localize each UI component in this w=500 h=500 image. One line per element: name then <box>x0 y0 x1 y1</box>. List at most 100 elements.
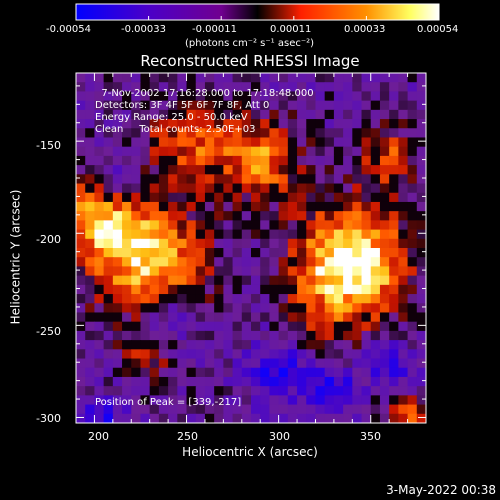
heatmap-cell <box>76 100 86 111</box>
heatmap-cell <box>122 367 132 378</box>
heatmap-cell <box>85 100 96 111</box>
heatmap-cell <box>260 238 271 249</box>
heatmap-cell <box>140 73 151 83</box>
heatmap-cell <box>333 367 344 378</box>
heatmap-cell <box>343 128 353 139</box>
heatmap-cell <box>287 155 298 166</box>
heatmap-cell <box>306 109 317 120</box>
heatmap-cell <box>370 73 381 83</box>
heatmap-cell <box>177 165 188 175</box>
heatmap-cell <box>122 238 132 249</box>
heatmap-cell <box>204 395 215 406</box>
heatmap-cell <box>76 201 86 212</box>
heatmap-cell <box>204 119 215 129</box>
heatmap-cell <box>398 119 409 129</box>
heatmap-cell <box>85 192 96 203</box>
heatmap-cell <box>131 201 142 212</box>
heatmap-cell <box>407 238 418 249</box>
heatmap-cell <box>103 100 114 111</box>
heatmap-cell <box>204 174 215 185</box>
heatmap-cell <box>204 413 215 423</box>
heatmap-cell <box>232 82 243 93</box>
heatmap-cell <box>85 395 96 406</box>
heatmap-cell <box>223 82 234 93</box>
heatmap-cell <box>131 165 142 175</box>
heatmap-cell <box>398 275 409 286</box>
heatmap-cell <box>407 73 418 83</box>
heatmap-cell <box>140 404 151 415</box>
heatmap-cell <box>306 211 317 221</box>
heatmap-cell <box>158 211 169 221</box>
heatmap-cell <box>315 174 326 185</box>
heatmap-cell <box>223 386 234 396</box>
heatmap-cell <box>76 119 86 129</box>
heatmap-cell <box>76 321 86 332</box>
heatmap-cell <box>140 395 151 406</box>
heatmap-cell <box>343 220 353 231</box>
heatmap-cell <box>131 91 142 102</box>
heatmap-cell <box>131 275 142 286</box>
heatmap-cell <box>94 201 105 212</box>
heatmap-cell <box>297 248 307 258</box>
heatmap-cell <box>370 137 381 148</box>
heatmap-cell <box>343 404 353 415</box>
heatmap-cell <box>407 229 418 240</box>
heatmap-cell <box>223 91 234 102</box>
heatmap-cell <box>76 358 86 369</box>
heatmap-cell <box>158 146 169 157</box>
heatmap-cell <box>204 128 215 139</box>
heatmap-cell <box>315 128 326 139</box>
x-tick-label: 200 <box>88 430 109 443</box>
heatmap-cell <box>352 303 363 314</box>
heatmap-cell <box>343 321 353 332</box>
heatmap-cell <box>333 137 344 148</box>
heatmap-cell <box>158 174 169 185</box>
heatmap-cell <box>85 376 96 387</box>
heatmap-cell <box>269 284 280 295</box>
heatmap-cell <box>223 330 234 341</box>
heatmap-cell <box>158 321 169 332</box>
heatmap-cell <box>333 220 344 231</box>
heatmap-cell <box>85 211 96 221</box>
heatmap-cell <box>158 266 169 277</box>
heatmap-cell <box>223 367 234 378</box>
heatmap-cell <box>278 266 289 277</box>
heatmap-cell <box>241 294 252 304</box>
heatmap-cell <box>416 303 426 314</box>
heatmap-cell <box>333 321 344 332</box>
heatmap-cell <box>241 128 252 139</box>
heatmap-cell <box>94 91 105 102</box>
heatmap-cell <box>177 376 188 387</box>
heatmap-cell <box>232 109 243 120</box>
heatmap-cell <box>131 321 142 332</box>
heatmap-cell <box>122 109 132 120</box>
heatmap-cell <box>370 312 381 323</box>
heatmap-cell <box>103 294 114 304</box>
heatmap-cell <box>103 303 114 314</box>
heatmap-cell <box>94 238 105 249</box>
heatmap-cell <box>122 312 132 323</box>
heatmap-cell <box>195 312 206 323</box>
heatmap-cell <box>297 321 307 332</box>
heatmap-cell <box>168 404 178 415</box>
heatmap-cell <box>379 229 390 240</box>
heatmap-cell <box>352 413 363 423</box>
heatmap-cell <box>361 192 372 203</box>
heatmap-cell <box>370 303 381 314</box>
heatmap-cell <box>416 128 426 139</box>
heatmap-cell <box>168 128 178 139</box>
heatmap-cell <box>241 137 252 148</box>
heatmap-cell <box>232 248 243 258</box>
heatmap-cell <box>297 91 307 102</box>
heatmap-cell <box>343 257 353 268</box>
heatmap-cell <box>324 266 335 277</box>
heatmap-cell <box>333 128 344 139</box>
heatmap-cell <box>140 367 151 378</box>
heatmap-cell <box>232 413 243 423</box>
heatmap-cell <box>122 294 132 304</box>
heatmap-cell <box>416 404 426 415</box>
heatmap-cell <box>306 257 317 268</box>
heatmap-cell <box>76 284 86 295</box>
heatmap-cell <box>214 395 224 406</box>
heatmap-cell <box>416 192 426 203</box>
